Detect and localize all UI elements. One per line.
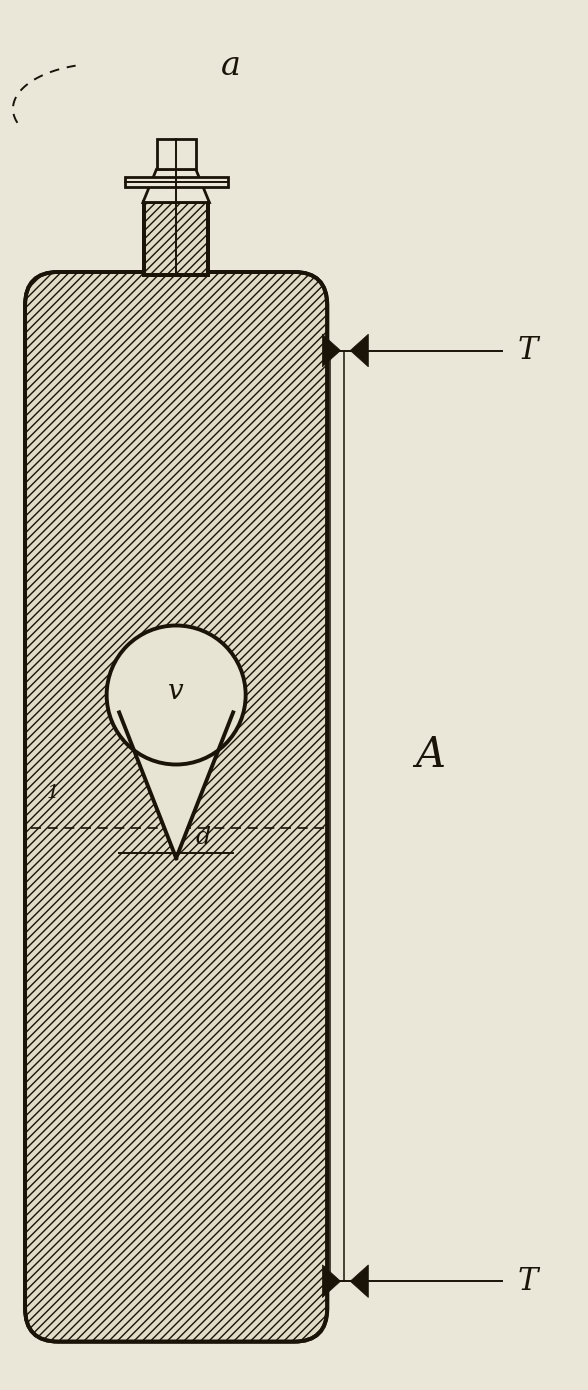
Polygon shape (322, 334, 340, 367)
Polygon shape (350, 1265, 368, 1297)
Circle shape (106, 626, 246, 764)
Text: 1: 1 (46, 784, 59, 802)
Bar (145, 203, 208, 275)
FancyBboxPatch shape (25, 272, 328, 1341)
Text: T: T (517, 1266, 538, 1297)
Text: v: v (168, 678, 184, 706)
Polygon shape (119, 713, 233, 858)
Text: A: A (415, 734, 445, 777)
Bar (145, 203, 208, 275)
Text: T: T (517, 335, 538, 366)
Bar (156, 139, 196, 170)
Text: d: d (196, 826, 211, 848)
Polygon shape (350, 334, 368, 367)
Bar (125, 177, 228, 188)
Text: a: a (220, 50, 240, 82)
Polygon shape (322, 1265, 340, 1297)
Polygon shape (143, 170, 209, 203)
Bar (145, 203, 208, 275)
